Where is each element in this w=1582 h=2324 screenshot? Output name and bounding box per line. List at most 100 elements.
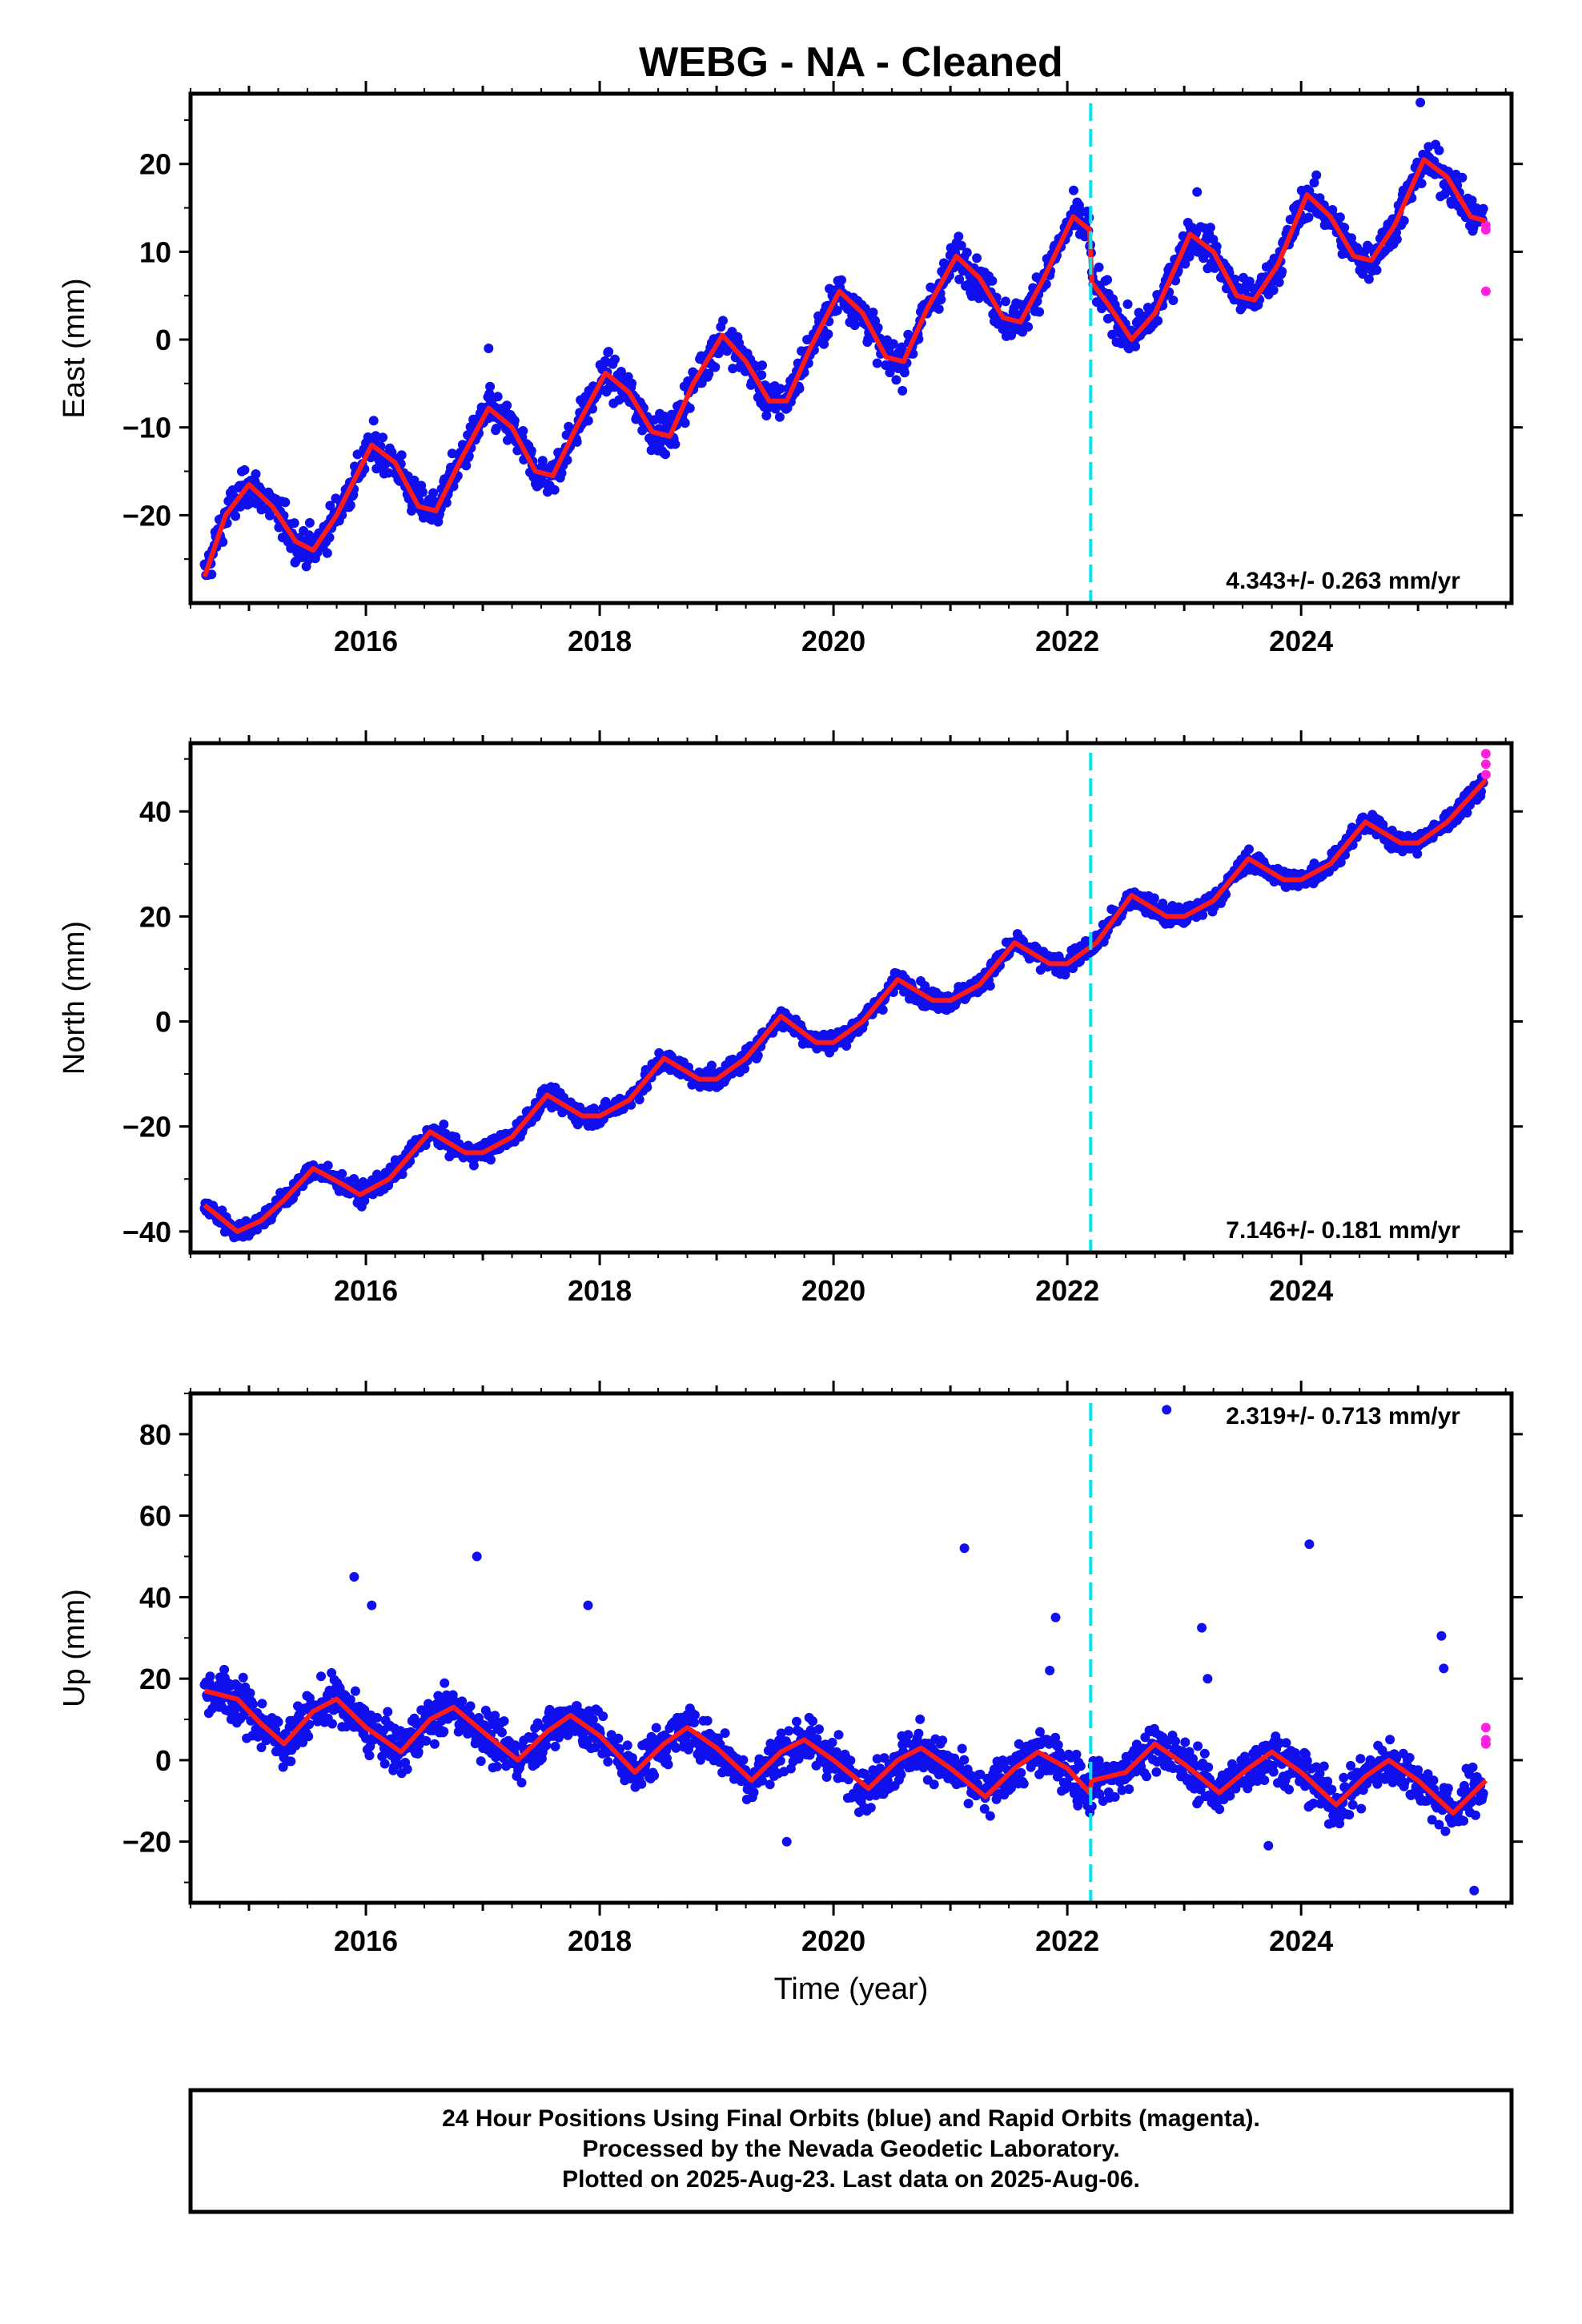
final-orbit-point xyxy=(461,460,472,471)
x-tick-label: 2022 xyxy=(1035,625,1099,657)
final-orbit-point xyxy=(845,1755,856,1766)
final-orbit-point xyxy=(718,316,728,326)
final-orbit-point xyxy=(1034,307,1045,317)
final-orbit-point xyxy=(588,1715,598,1725)
final-orbit-point xyxy=(604,347,614,357)
final-orbit-point xyxy=(833,1730,844,1740)
final-orbit-point xyxy=(1415,98,1426,107)
final-orbit-point xyxy=(1001,296,1010,307)
final-orbit-point xyxy=(1434,145,1444,155)
rapid-orbit-point xyxy=(1480,286,1491,296)
rapid-orbit-point xyxy=(1480,759,1491,770)
final-orbit-point xyxy=(485,381,496,392)
final-orbit-point xyxy=(257,1699,267,1709)
final-orbit-point xyxy=(1335,212,1345,223)
final-orbit-point xyxy=(303,1731,314,1742)
final-orbit-point xyxy=(636,1779,647,1789)
final-orbit-point xyxy=(627,378,637,388)
final-orbit-point xyxy=(1371,265,1382,275)
final-orbit-point xyxy=(616,367,626,376)
x-tick-label: 2020 xyxy=(801,1274,865,1307)
final-orbit-point xyxy=(837,275,846,285)
final-orbit-point xyxy=(286,1756,296,1767)
y-tick-label: −10 xyxy=(122,412,171,444)
y-tick-label: 20 xyxy=(139,148,171,181)
final-orbit-point xyxy=(323,1160,333,1171)
y-tick-label: −20 xyxy=(122,499,171,532)
rapid-orbit-point xyxy=(1480,770,1491,780)
final-orbit-point xyxy=(1149,893,1159,903)
east-scatter xyxy=(199,98,1488,581)
final-orbit-point xyxy=(562,455,572,465)
final-orbit-point xyxy=(1130,341,1141,352)
final-orbit-point xyxy=(345,501,355,510)
final-orbit-point xyxy=(792,1716,801,1727)
final-orbit-point xyxy=(720,1728,730,1739)
final-orbit-point xyxy=(1285,215,1295,225)
final-orbit-point xyxy=(865,1803,876,1813)
final-orbit-point xyxy=(649,1771,660,1781)
final-orbit-point xyxy=(207,569,217,580)
final-orbit-point xyxy=(872,358,882,368)
x-tick-label: 2016 xyxy=(334,1274,398,1307)
final-orbit-point xyxy=(428,488,439,498)
final-orbit-point xyxy=(956,240,966,251)
final-orbit-point xyxy=(205,1671,215,1682)
east-rapid-points xyxy=(1480,220,1491,296)
final-orbit-point xyxy=(740,1063,750,1074)
north-y-axis-label: North (mm) xyxy=(58,921,91,1075)
y-tick-label: −40 xyxy=(122,1216,171,1248)
final-orbit-point xyxy=(954,231,964,242)
final-orbit-point xyxy=(239,464,250,475)
final-orbit-point xyxy=(808,1716,818,1727)
final-orbit-point xyxy=(784,1726,794,1736)
final-orbit-point xyxy=(972,253,982,263)
final-orbit-point xyxy=(704,368,714,379)
final-orbit-point xyxy=(1192,187,1203,197)
final-orbit-point xyxy=(661,449,671,460)
final-orbit-point xyxy=(610,354,620,364)
final-orbit-point xyxy=(1339,223,1350,233)
final-orbit-point xyxy=(316,1671,326,1682)
final-orbit-point xyxy=(409,475,420,485)
final-orbit-point xyxy=(583,416,593,426)
y-tick-label: 20 xyxy=(139,900,171,933)
final-orbit-point xyxy=(1467,195,1477,206)
final-orbit-point xyxy=(1277,267,1287,276)
final-orbit-point xyxy=(440,1678,450,1688)
y-tick-label: 10 xyxy=(139,235,171,268)
east-plot-frame xyxy=(188,91,1514,605)
final-orbit-point xyxy=(749,1787,759,1798)
north-rate-label: 7.146+/- 0.181 mm/yr xyxy=(1226,1217,1460,1244)
final-orbit-point xyxy=(1122,299,1133,309)
final-orbit-point xyxy=(689,1710,700,1720)
final-orbit-point xyxy=(913,1728,924,1739)
final-orbit-point xyxy=(774,412,785,422)
final-orbit-point xyxy=(484,344,494,353)
final-orbit-point xyxy=(757,360,767,371)
final-orbit-point xyxy=(649,415,660,425)
y-tick-label: 0 xyxy=(155,324,171,356)
final-orbit-point xyxy=(685,403,695,413)
final-orbit-point xyxy=(915,1714,926,1724)
final-orbit-point xyxy=(337,1168,347,1179)
final-orbit-point xyxy=(476,1756,486,1767)
final-orbit-point xyxy=(265,510,275,521)
final-orbit-point xyxy=(1102,275,1113,285)
final-orbit-point xyxy=(794,384,805,394)
final-orbit-point xyxy=(251,469,261,479)
final-orbit-point xyxy=(556,468,567,478)
final-orbit-point xyxy=(368,416,379,426)
final-orbit-point xyxy=(516,1778,527,1787)
final-orbit-point xyxy=(761,411,772,420)
final-orbit-point xyxy=(439,1120,449,1129)
up-scatter xyxy=(199,1405,1488,1896)
final-orbit-point xyxy=(324,533,335,543)
final-orbit-point xyxy=(1363,274,1374,284)
final-orbit-point xyxy=(1412,849,1423,859)
final-orbit-point xyxy=(273,1717,283,1727)
final-orbit-point xyxy=(429,1739,440,1749)
final-orbit-point xyxy=(1153,316,1163,326)
